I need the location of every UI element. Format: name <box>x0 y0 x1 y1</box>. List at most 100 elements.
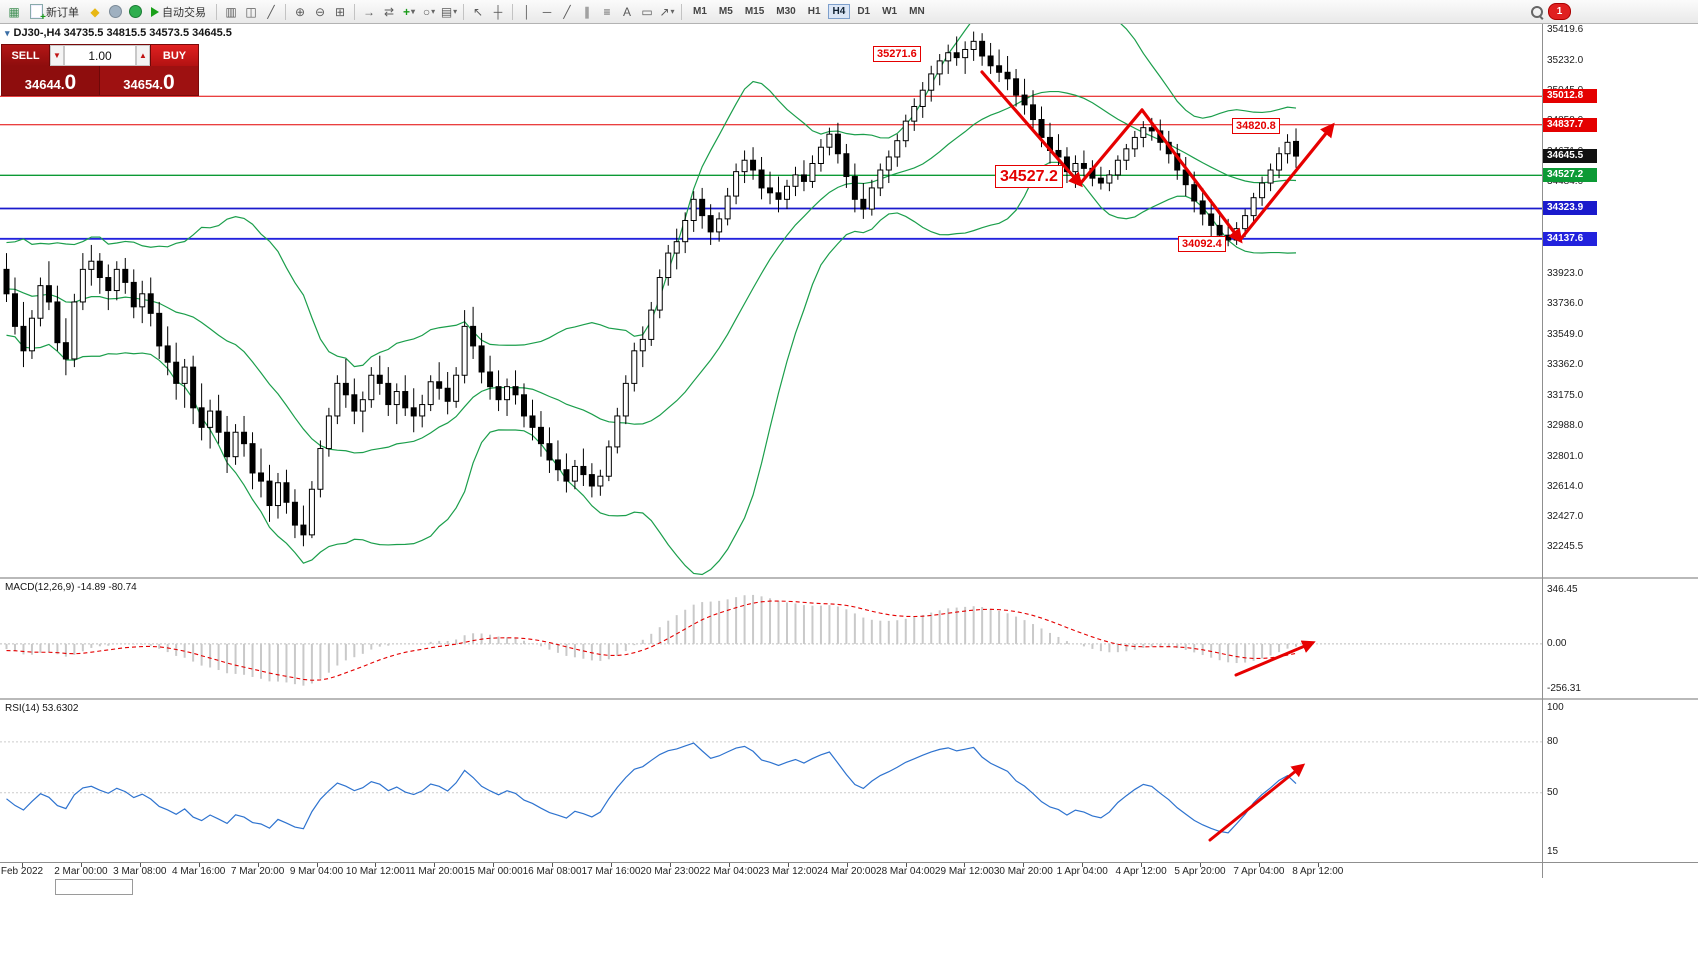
tf-button-m15[interactable]: M15 <box>744 6 765 17</box>
date-axis-label: 3 Mar 08:00 <box>113 866 167 877</box>
rsi-axis-label: 50 <box>1547 786 1559 798</box>
bollinger-bands <box>6 24 1297 576</box>
date-axis-label: 15 Mar 00:00 <box>463 866 523 877</box>
tile-windows-icon[interactable]: ⊞ <box>334 4 346 19</box>
macd-histogram <box>5 594 1298 686</box>
notification-badge[interactable]: 1 <box>1548 3 1571 20</box>
periods-icon[interactable]: ○ ▾ <box>422 4 436 19</box>
date-axis-label: 11 Mar 20:00 <box>405 866 464 877</box>
date-axis-label: 5 Apr 20:00 <box>1174 866 1226 877</box>
rsi-axis-label: 100 <box>1547 702 1564 713</box>
vertical-line-icon[interactable]: │ <box>523 4 531 19</box>
price-note[interactable]: 34092.4 <box>1178 236 1226 252</box>
price-axis-label: 33549.0 <box>1547 328 1584 340</box>
tf-button-m30[interactable]: M30 <box>776 6 796 17</box>
trend-arrows[interactable] <box>980 70 1335 244</box>
date-axis-label: 7 Mar 20:00 <box>230 866 285 877</box>
volume-down-button[interactable]: ▼ <box>50 45 64 66</box>
price-axis-tag: 34137.6 <box>1543 231 1597 246</box>
price-axis-divider <box>1542 24 1543 878</box>
date-tick <box>1200 863 1201 867</box>
tf-button-h1[interactable]: H1 <box>807 6 821 17</box>
main-chart-panel[interactable]: ▾ DJ30-,H4 34735.5 34815.5 34573.5 34645… <box>0 24 1698 577</box>
chart-shift-icon[interactable]: ⇄ <box>383 4 395 19</box>
add-indicator-icon[interactable]: + ▾ <box>402 4 416 19</box>
new-order-button[interactable]: 新订单 <box>25 1 84 23</box>
sell-button[interactable]: SELL <box>2 45 50 66</box>
channel-icon[interactable]: ∥ <box>584 4 590 19</box>
tf-button-m1[interactable]: M1 <box>693 6 707 17</box>
price-axis-tag: 34527.2 <box>1543 168 1597 183</box>
label-tool-icon[interactable]: ▭ <box>641 4 653 19</box>
new-order-icon <box>30 4 46 23</box>
template-icon[interactable]: ▤ ▾ <box>440 4 458 19</box>
autotrading-button[interactable]: 自动交易 <box>146 1 211 22</box>
date-tick <box>1023 863 1025 867</box>
date-axis-label: 30 Mar 20:00 <box>993 866 1053 877</box>
text-tool-icon[interactable]: A <box>622 4 631 19</box>
sell-price-big: 0 <box>64 71 77 94</box>
arrows-tool-icon[interactable]: ↗ ▾ <box>659 4 675 19</box>
buy-price-display[interactable]: 34654. 0 <box>100 66 198 95</box>
price-axis-label: 32988.0 <box>1547 420 1584 432</box>
candlestick-chart-icon[interactable]: ◫ <box>245 4 257 19</box>
separator <box>512 3 513 20</box>
macd-axis-label: 346.45 <box>1547 584 1578 595</box>
zoom-out-icon[interactable]: ⊖ <box>314 4 326 19</box>
date-tick <box>375 863 377 867</box>
horizontal-lines[interactable] <box>0 95 1542 240</box>
line-chart-icon[interactable]: ╱ <box>267 4 275 19</box>
app-chart-icon[interactable]: ▦ <box>8 4 20 19</box>
date-tick <box>669 863 671 867</box>
macd-plot-area[interactable] <box>0 579 1698 698</box>
rsi-plot-area[interactable] <box>0 700 1698 862</box>
date-axis-label: 28 Mar 04:00 <box>876 866 935 877</box>
buy-price-main: 34654. <box>123 77 164 92</box>
buy-button[interactable]: BUY <box>150 45 198 66</box>
rsi-panel[interactable]: RSI(14) 53.6302 100 80 50 15 <box>0 698 1698 862</box>
date-tick <box>1141 863 1143 867</box>
tf-button-mn[interactable]: MN <box>909 6 925 17</box>
bar-chart-icon[interactable]: ▥ <box>225 4 237 19</box>
date-axis[interactable]: Feb 2022 2 Mar 00:00 3 Mar 08:00 4 Mar 16:0… <box>0 862 1698 878</box>
auto-scroll-icon[interactable]: → <box>363 4 375 19</box>
tf-button-m5[interactable]: M5 <box>718 6 733 17</box>
date-axis-label: 1 Apr 04:00 <box>1056 866 1108 877</box>
collapse-icon[interactable]: ▾ <box>5 27 10 38</box>
macd-panel[interactable]: MACD(12,26,9) -14.89 -80.74 346.45 0.00 -2… <box>0 577 1698 698</box>
date-tick <box>493 863 495 867</box>
crosshair-icon[interactable]: ┼ <box>493 4 503 19</box>
macd-arrow[interactable] <box>1234 640 1316 677</box>
candlestick-series <box>3 31 1300 547</box>
search-icon[interactable] <box>1528 3 1546 21</box>
macd-axis-label: -256.31 <box>1547 683 1581 694</box>
macd-signal-line <box>6 600 1297 681</box>
zoom-in-icon[interactable]: ⊕ <box>294 4 306 19</box>
price-axis-label: 32801.0 <box>1547 450 1584 462</box>
volume-input[interactable] <box>64 45 136 66</box>
date-tick <box>552 863 554 867</box>
price-note[interactable]: 34527.2 <box>995 165 1063 188</box>
price-note[interactable]: 34820.8 <box>1232 118 1280 134</box>
volume-up-button[interactable]: ▲ <box>136 45 150 66</box>
rsi-label: RSI(14) 53.6302 <box>5 703 79 714</box>
date-tick <box>846 863 848 867</box>
tf-button-h4[interactable]: H4 <box>827 4 851 19</box>
cursor-icon[interactable]: ↖ <box>472 4 484 19</box>
flash-icon[interactable]: ◆ <box>90 4 100 19</box>
community-icon[interactable] <box>126 3 144 21</box>
price-note[interactable]: 35271.6 <box>873 46 921 62</box>
fibonacci-icon[interactable]: ≡ <box>603 4 611 19</box>
terminal-combo-box[interactable] <box>55 879 133 895</box>
sell-price-display[interactable]: 34644. 0 <box>2 66 100 95</box>
chart-plot-area[interactable] <box>0 24 1698 577</box>
rsi-arrow[interactable] <box>1208 763 1306 842</box>
horizontal-line-icon[interactable]: ─ <box>542 4 552 19</box>
trendline-icon[interactable]: ╱ <box>563 4 571 19</box>
tf-button-d1[interactable]: D1 <box>857 6 871 17</box>
date-tick <box>905 863 907 867</box>
price-axis-tag: 34323.9 <box>1543 201 1597 216</box>
tf-button-w1[interactable]: W1 <box>882 6 898 17</box>
toolbar: ▦ 新订单 ◆ 自动交易 ▥ ◫ ╱ ⊕ ⊖ ⊞ → ⇄ +▾ ○▾ ▤▾ ↖ … <box>0 0 1698 24</box>
profile-icon[interactable] <box>106 3 124 21</box>
